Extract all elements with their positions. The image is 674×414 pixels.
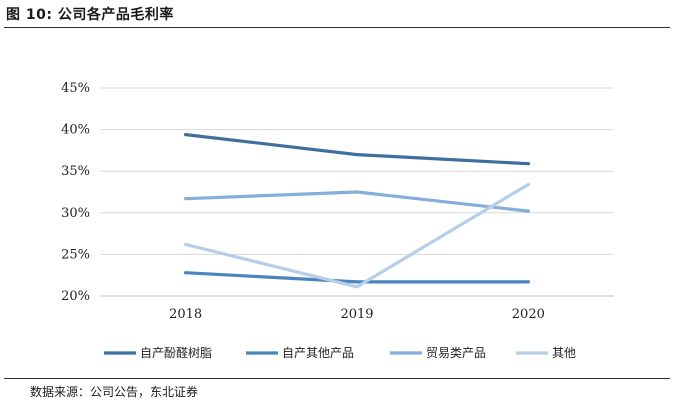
series-line-3 [184,190,530,213]
data-point [184,242,188,247]
y-tick-label: 40% [61,123,90,138]
figure-title: 图 10: 公司各产品毛利率 [6,7,174,23]
legend-label: 自产其他产品 [282,346,354,360]
data-point [355,280,359,284]
legend-label: 贸易类产品 [426,346,486,360]
x-tick-label: 2018 [169,307,202,322]
data-point [526,280,530,284]
series-line-1 [184,133,530,166]
y-tick-label: 35% [61,164,90,179]
top-divider [4,27,670,28]
legend: 自产酚醛树脂 自产其他产品 贸易类产品 其他 [104,345,576,360]
x-tick-label: 2019 [340,307,373,322]
y-tick-label: 30% [61,206,90,221]
data-point [355,285,359,289]
source-note: 数据来源：公司公告，东北证券 [30,385,199,399]
data-point [184,132,188,137]
x-axis: 2018 2019 2020 [100,295,614,322]
legend-label: 自产酚醛树脂 [140,345,212,360]
data-point [526,209,530,213]
data-point [526,162,530,166]
data-point [355,152,359,157]
series-line-4 [184,182,530,289]
y-tick-label: 25% [61,247,90,262]
x-tick-label: 2020 [512,307,545,322]
line-chart: 20%25%30%35%40%45% 2018 2019 2020 自产酚醛树脂 自产… [61,81,614,360]
data-point [184,197,188,201]
legend-label: 其他 [552,346,576,360]
y-tick-label: 45% [61,81,90,96]
data-point [526,182,530,187]
y-axis: 20% 25% 30% 35% 40% 45% [61,81,90,304]
series-lines [184,132,530,289]
data-point [184,271,188,275]
data-point [355,190,359,194]
bottom-divider [4,378,670,379]
y-tick-label: 20% [61,289,90,304]
